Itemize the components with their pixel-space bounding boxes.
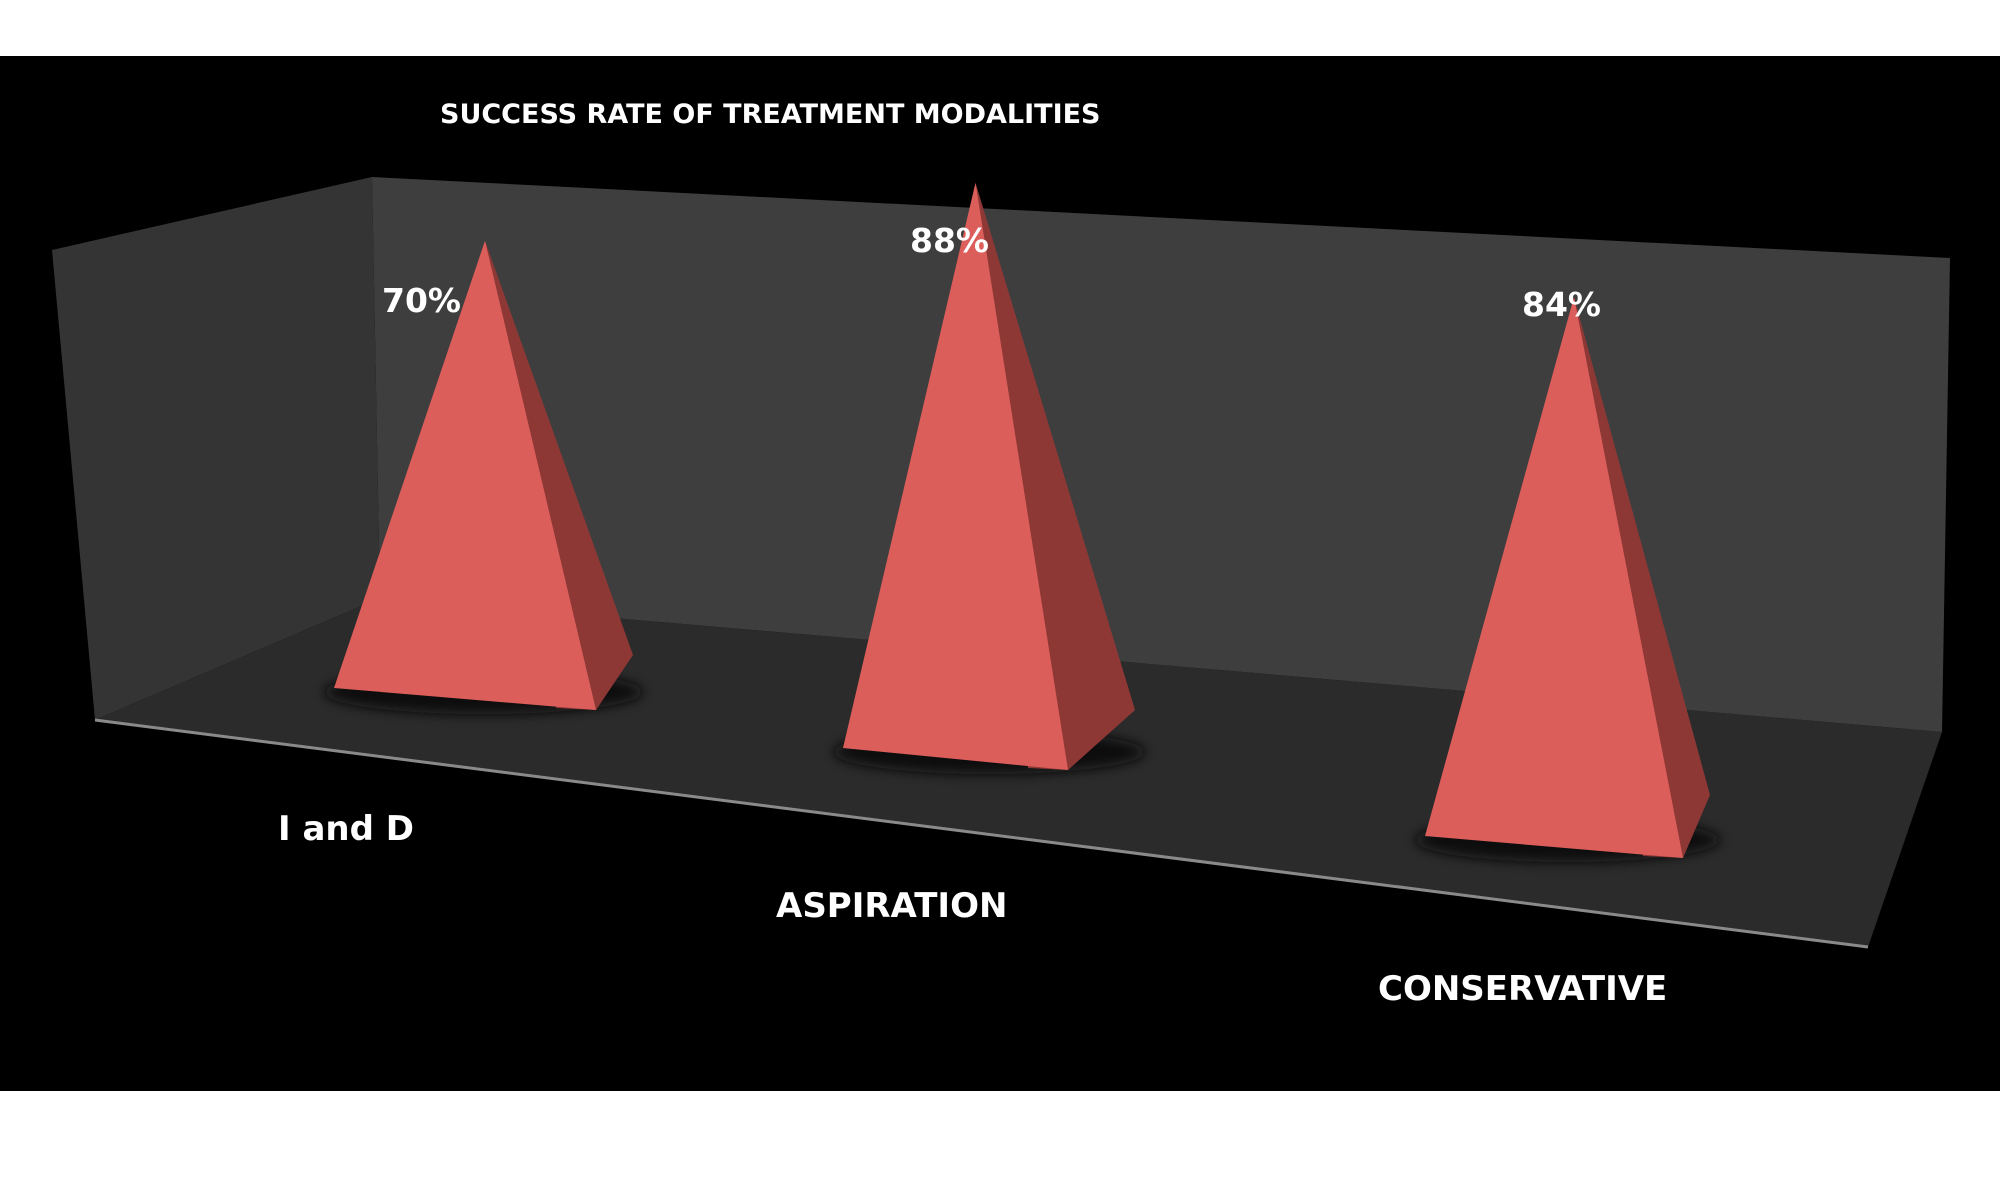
data-label-i-and-d: 70% — [382, 281, 461, 320]
chart-floor-edge — [94, 718, 1869, 949]
category-label-aspiration: ASPIRATION — [776, 886, 1007, 926]
pyramid-front-conservative — [1425, 296, 1683, 859]
pyramid-front-i-and-d — [334, 240, 596, 711]
pyramid-side-conservative — [1574, 296, 1710, 859]
data-label-conservative: 84% — [1522, 285, 1601, 324]
chart-side-wall — [52, 177, 380, 720]
data-label-aspiration: 88% — [910, 221, 989, 260]
category-label-i-and-d: I and D — [278, 809, 414, 849]
pyramid-series — [324, 182, 1720, 862]
pyramid-side-i-and-d — [485, 240, 633, 711]
chart-title: SUCCESS RATE OF TREATMENT MODALITIES — [440, 99, 1101, 130]
category-label-conservative: CONSERVATIVE — [1378, 969, 1667, 1009]
pyramid-front-aspiration — [843, 182, 1068, 771]
